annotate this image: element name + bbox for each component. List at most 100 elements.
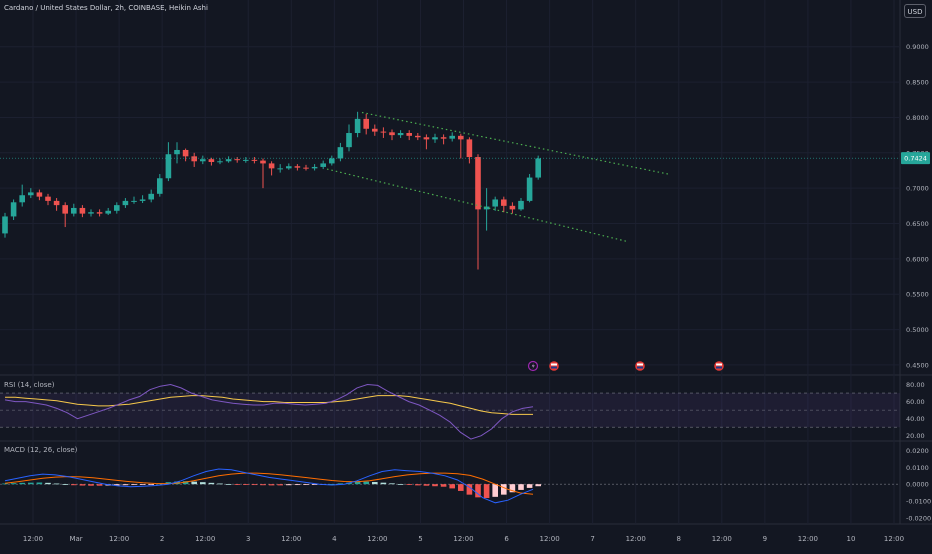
macd-histogram-bar (492, 484, 498, 497)
rsi-label: RSI (14, close) (4, 381, 55, 389)
macd-histogram-bar (294, 484, 301, 486)
time-axis-label: 12:00 (195, 535, 215, 543)
time-axis-label: 12:00 (540, 535, 560, 543)
time-axis-label: 9 (763, 535, 767, 543)
macd-histogram-bar (277, 484, 283, 486)
candle-body (380, 131, 387, 133)
candle-body (449, 135, 455, 139)
macd-histogram-bar (311, 484, 318, 485)
price-badge (901, 152, 930, 165)
currency-button[interactable]: USD (904, 4, 926, 18)
candle-body (19, 195, 25, 203)
macd-histogram-bar (19, 482, 25, 485)
flag-stripe (716, 366, 722, 369)
rsi-axis-label: 80.00 (906, 381, 925, 389)
candle-body (139, 199, 146, 201)
macd-histogram-bar (251, 484, 258, 486)
candle-body (217, 161, 223, 163)
price-axis-label: 0.8500 (906, 79, 929, 87)
candle-body (294, 166, 301, 168)
time-axis-label: 12:00 (626, 535, 646, 543)
macd-label: MACD (12, 26, close) (4, 446, 78, 454)
macd-histogram-bar (449, 484, 455, 489)
macd-histogram-bar (122, 484, 129, 486)
time-axis-label: 12:00 (23, 535, 43, 543)
time-axis-label: 6 (504, 535, 509, 543)
macd-histogram-bar (260, 484, 266, 486)
macd-histogram-bar (397, 484, 404, 485)
macd-histogram-bar (286, 484, 292, 486)
candle-body (311, 166, 318, 169)
candle-body (329, 158, 335, 164)
macd-histogram-bar (363, 481, 369, 485)
macd-histogram-bar (165, 482, 172, 485)
macd-histogram-bar (415, 484, 421, 486)
macd-histogram-bar (45, 482, 51, 485)
macd-histogram-bar (406, 484, 412, 485)
candle-body (320, 163, 326, 167)
candle-body (423, 137, 430, 140)
macd-histogram-bar (182, 481, 189, 485)
rsi-axis-label: 60.00 (906, 398, 925, 406)
macd-histogram-bar (337, 483, 344, 485)
macd-histogram-bar (191, 481, 197, 485)
candle-body (28, 192, 34, 196)
macd-histogram-bar (509, 484, 516, 493)
candle-body (535, 158, 541, 178)
time-axis-label: Mar (69, 535, 82, 543)
flag-stripe (637, 363, 643, 366)
macd-histogram-bar (535, 484, 541, 487)
macd-histogram-bar (380, 482, 387, 485)
time-axis-label: 12:00 (798, 535, 818, 543)
macd-line (4, 468, 534, 504)
candle-body (346, 133, 352, 148)
candle-body (45, 196, 51, 201)
time-axis-label: 12:00 (367, 535, 387, 543)
lightning-icon (531, 363, 535, 369)
macd-histogram-bar (79, 484, 86, 486)
macd-histogram-bar (88, 484, 94, 486)
time-axis-label: 12:00 (884, 535, 904, 543)
time-axis-label: 12:00 (453, 535, 473, 543)
rsi-ma-line (5, 395, 533, 415)
macd-histogram-bar (372, 481, 378, 485)
candle-body (174, 149, 180, 155)
candle-body (458, 135, 464, 140)
flag-stripe (716, 363, 722, 366)
time-axis-label: 5 (418, 535, 422, 543)
candle-body (148, 193, 154, 200)
candle-body (71, 207, 77, 214)
trendline-upper (361, 111, 669, 175)
candle-body (260, 160, 266, 164)
macd-histogram-bar (475, 484, 481, 498)
candle-body (268, 163, 275, 169)
time-axis-label: 12:00 (109, 535, 129, 543)
flag-icon (635, 361, 645, 371)
macd-histogram-bar (501, 484, 507, 495)
candle-body (363, 118, 369, 129)
macd-histogram-bar (114, 484, 120, 486)
macd-histogram-bar (225, 484, 232, 485)
candle-body (96, 212, 103, 214)
macd-histogram-bar (200, 482, 206, 485)
candle-body (475, 157, 481, 210)
price-badge-label: 0.7424 (904, 155, 927, 163)
price-axis-label: 0.5500 (906, 291, 929, 299)
time-axis-label: 12:00 (712, 535, 732, 543)
candle-body (2, 216, 8, 234)
price-axis-label: 0.4500 (906, 361, 929, 369)
time-axis-label: 10 (846, 535, 855, 543)
macd-histogram-bar (131, 484, 137, 486)
candle-body (53, 200, 60, 206)
candle-body (114, 205, 120, 211)
macd-histogram-bar (268, 484, 275, 486)
candle-body (415, 135, 421, 138)
macd-histogram-bar (217, 483, 223, 485)
macd-histogram-bar (440, 484, 447, 487)
macd-histogram-bar (423, 484, 430, 486)
candle-body (105, 210, 111, 214)
price-axis-label: 0.6500 (906, 220, 929, 228)
macd-histogram-bar (62, 484, 68, 485)
